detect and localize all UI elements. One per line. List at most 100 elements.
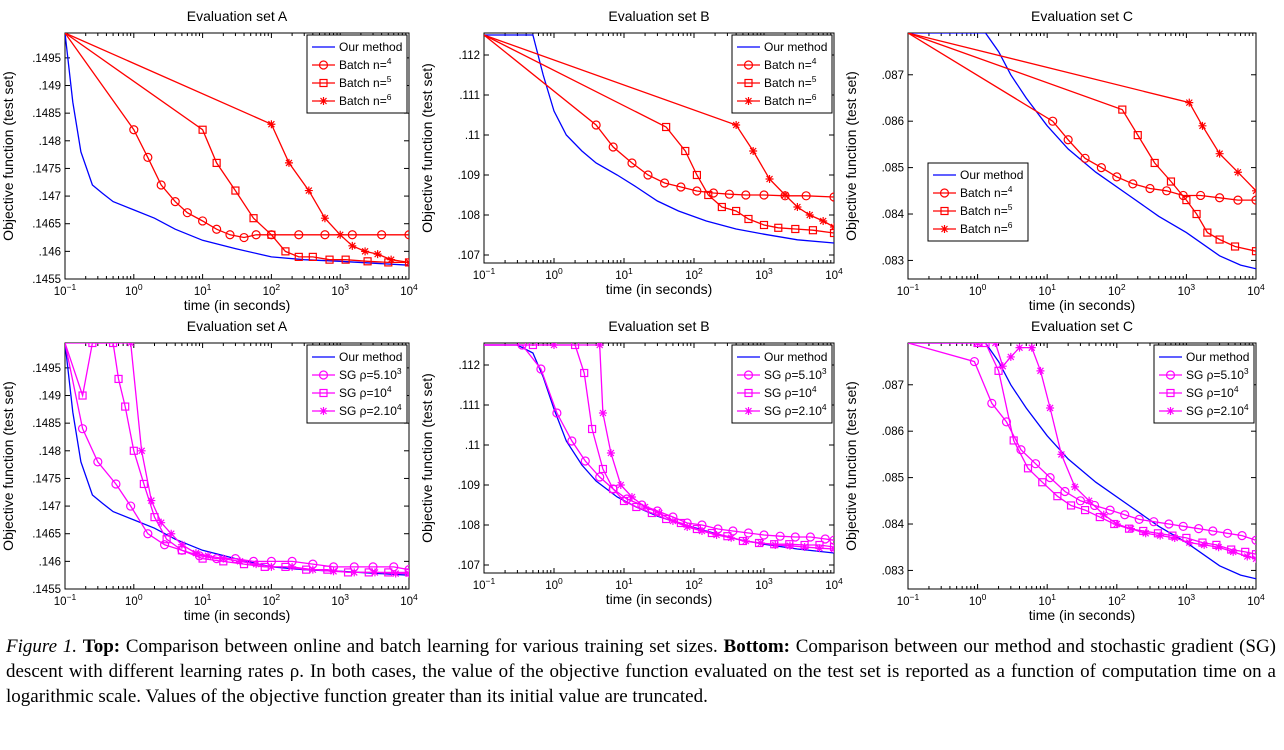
y-tick-label: .084 [882, 519, 905, 531]
data-point-marker [363, 257, 372, 266]
data-point-marker [801, 191, 811, 201]
data-point-marker [1015, 343, 1024, 352]
data-point-marker [1120, 510, 1130, 520]
caption-bottom-text: Comparison between our method and stocha… [6, 636, 1277, 707]
data-point-marker [1229, 547, 1238, 556]
y-tick-label: .108 [458, 210, 480, 222]
x-tick-label: 104 [400, 592, 418, 608]
y-axis-label: Objective function (test set) [419, 373, 435, 543]
x-tick-label: 101 [194, 592, 212, 608]
data-point-marker [587, 424, 597, 434]
data-point-marker [281, 247, 290, 256]
data-point-marker [775, 531, 785, 541]
data-point-marker [1006, 352, 1015, 361]
data-point-marker [126, 343, 135, 347]
series-group [484, 343, 834, 554]
data-point-marker [830, 545, 834, 553]
legend-label: SG ρ=104 [764, 384, 817, 400]
data-point-marker [252, 560, 261, 569]
data-point-marker [129, 446, 138, 455]
data-point-marker [88, 343, 97, 348]
data-point-marker [1156, 531, 1165, 540]
data-point-marker [182, 208, 192, 218]
data-point-marker [1085, 496, 1094, 505]
y-tick-label: .11 [465, 130, 480, 142]
data-point-marker [829, 535, 834, 545]
legend-label: Our method [960, 168, 1023, 182]
data-point-marker [93, 457, 103, 467]
y-tick-label: .107 [458, 560, 480, 572]
data-point-marker [1198, 121, 1207, 130]
legend-label: Batch n=4 [339, 56, 392, 72]
y-tick-label: .1455 [32, 274, 61, 286]
data-point-marker [329, 567, 338, 576]
x-tick-label: 103 [1178, 592, 1196, 608]
data-point-marker [267, 230, 276, 239]
y-tick-label: .109 [458, 480, 480, 492]
legend-label: Our method [1186, 350, 1249, 364]
data-point-marker [627, 158, 637, 168]
legend-label: SG ρ=5.103 [339, 366, 402, 382]
data-point-marker [829, 228, 834, 238]
data-point-marker [1215, 235, 1224, 244]
data-point-marker [111, 479, 121, 489]
data-point-marker [212, 158, 221, 168]
data-point-marker [805, 532, 815, 542]
data-point-marker [341, 255, 350, 264]
series-group [65, 33, 409, 267]
data-point-marker [616, 481, 625, 489]
data-point-marker [114, 374, 123, 384]
data-point-marker [387, 255, 396, 264]
data-point-marker [1141, 529, 1150, 538]
y-tick-label: .148 [39, 136, 61, 148]
data-point-marker [552, 408, 562, 418]
data-point-marker [1023, 464, 1033, 473]
data-point-marker [697, 527, 706, 535]
legend-label: SG ρ=2.104 [764, 402, 827, 418]
x-tick-label: 102 [1108, 282, 1126, 298]
data-point-marker [350, 568, 359, 577]
data-point-marker [1048, 116, 1058, 126]
data-point-marker [1127, 524, 1136, 533]
data-point-marker [204, 551, 213, 560]
data-point-marker [756, 539, 765, 547]
data-point-marker [595, 343, 604, 349]
chart-title: Evaluation set C [1031, 318, 1133, 334]
data-point-marker [536, 364, 546, 374]
data-point-marker [606, 449, 615, 457]
data-point-marker [150, 513, 159, 522]
data-point-marker [1134, 514, 1144, 524]
series-group [484, 34, 834, 244]
data-point-marker [741, 190, 751, 200]
data-point-marker [655, 509, 664, 517]
chart-panel-6: Evaluation set C .083 .084 .085 .086 .087 10−1… [843, 318, 1265, 623]
data-point-marker [304, 186, 313, 195]
data-point-marker [1149, 517, 1159, 527]
x-axis-label: time (in seconds) [184, 297, 291, 313]
x-axis-label: time (in seconds) [184, 607, 291, 623]
series-line-4 [908, 33, 1256, 192]
legend: Our method Batch n=4 Batch n=5 Batch n=6 [927, 162, 1029, 242]
legend-label: Batch n=6 [339, 92, 392, 108]
chart-title: Evaluation set A [187, 8, 288, 24]
series-line-1 [908, 33, 1256, 270]
data-point-marker [1252, 186, 1256, 195]
x-tick-label: 10−1 [897, 592, 920, 608]
data-point-marker [323, 565, 332, 574]
data-point-marker [137, 446, 146, 455]
x-tick-label: 10−1 [54, 282, 77, 298]
data-point-marker [609, 484, 618, 494]
x-tick-label: 103 [1178, 282, 1196, 298]
legend: Our method SG ρ=5.103 SG ρ=104 SG ρ=2.104 [306, 344, 408, 424]
data-point-marker [251, 230, 261, 240]
x-axis-label: time (in seconds) [1029, 607, 1136, 623]
data-point-marker [1252, 554, 1256, 563]
data-point-marker [1063, 135, 1073, 145]
data-point-marker [759, 220, 769, 230]
y-tick-label: .083 [882, 565, 904, 577]
data-point-marker [191, 549, 200, 558]
data-point-marker [1233, 195, 1243, 205]
legend-marker [744, 388, 753, 398]
caption-bottom-heading: Bottom: [723, 636, 790, 657]
data-point-marker [598, 464, 608, 474]
